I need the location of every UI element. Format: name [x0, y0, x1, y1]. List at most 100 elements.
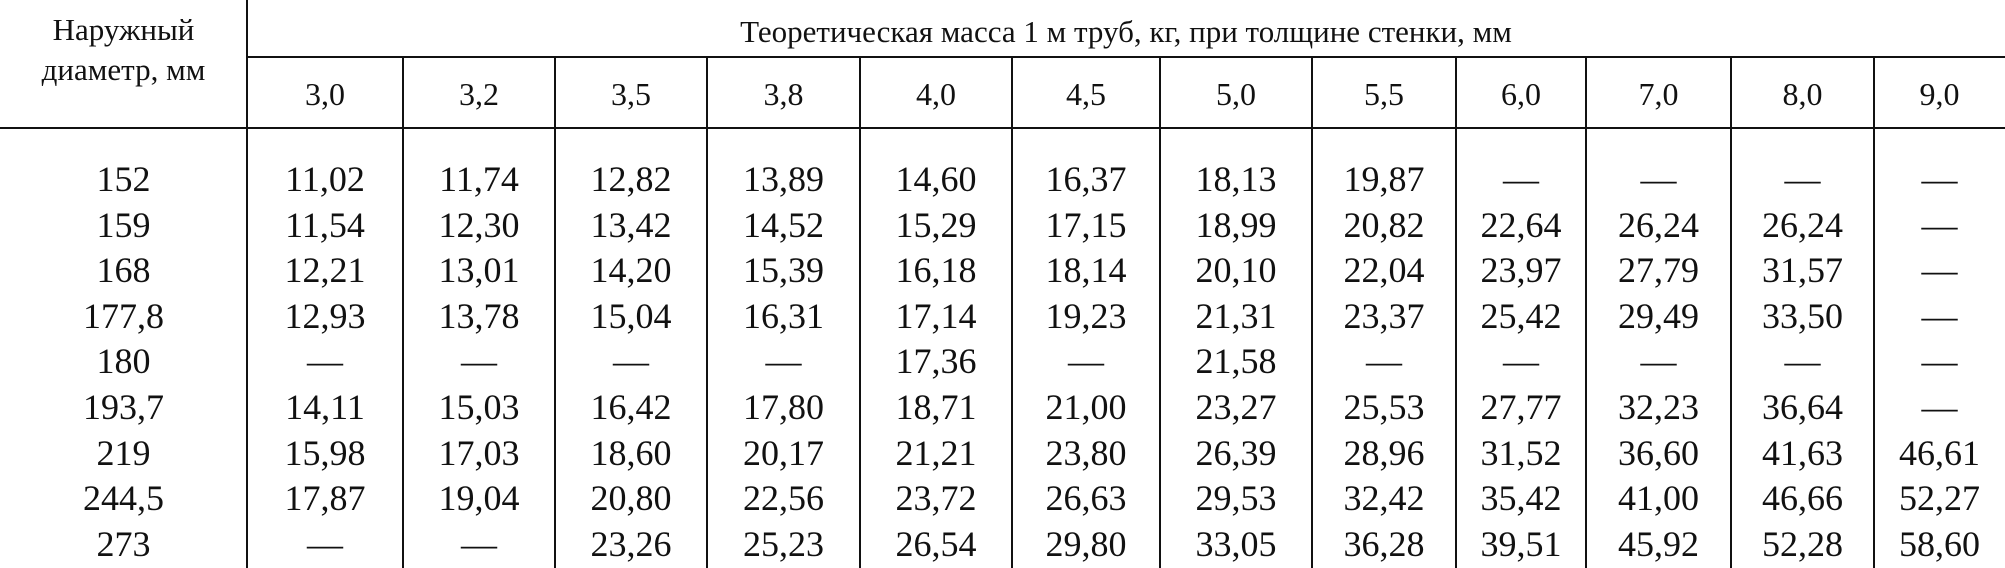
value-cell: 45,92: [1618, 523, 1699, 564]
value-cell: 12,21: [284, 250, 366, 291]
value-cell: 23,80: [1045, 432, 1127, 473]
group-header: Теоретическая масса 1 м труб, кг, при то…: [740, 14, 1512, 49]
value-cell: 36,28: [1343, 523, 1425, 564]
value-cell: 36,60: [1618, 432, 1699, 473]
value-cell: 31,57: [1762, 250, 1843, 291]
rule: [1311, 56, 1313, 568]
value-cell: 32,23: [1618, 387, 1699, 427]
value-cell: 13,78: [438, 295, 520, 336]
value-cell: —: [1921, 295, 1958, 336]
value-cell: 20,80: [590, 478, 672, 519]
value-cell: 16,42: [590, 387, 672, 427]
row-header: 168: [96, 250, 151, 291]
value-cell: —: [1366, 341, 1402, 382]
value-cell: —: [461, 341, 497, 382]
value-cell: 14,60: [895, 159, 977, 199]
rule: [1011, 56, 1013, 568]
value-cell: 22,04: [1343, 250, 1425, 291]
value-cell: 25,53: [1343, 387, 1425, 427]
rule: [1585, 56, 1587, 568]
value-cell: 11,02: [285, 159, 365, 199]
value-cell: 23,72: [895, 478, 977, 519]
value-cell: 16,31: [743, 295, 824, 336]
column-header: 6,0: [1501, 76, 1541, 112]
value-cell: 25,42: [1480, 295, 1562, 336]
value-cell: 18,14: [1045, 250, 1127, 291]
value-cell: 29,49: [1618, 295, 1699, 336]
value-cell: 26,24: [1618, 204, 1699, 245]
rule: [247, 56, 2005, 58]
value-cell: 35,42: [1480, 478, 1562, 519]
value-cell: 15,98: [284, 432, 366, 473]
value-cell: 15,39: [743, 250, 824, 291]
value-cell: 17,14: [895, 295, 977, 336]
value-cell: —: [1640, 159, 1677, 199]
value-cell: 46,61: [1899, 432, 1980, 473]
value-cell: 15,29: [895, 204, 977, 245]
row-header: 193,7: [83, 387, 164, 427]
stub-header: Наружный диаметр, мм: [41, 12, 206, 87]
value-cell: —: [1921, 204, 1958, 245]
value-cell: 22,56: [743, 478, 824, 519]
rule: [1159, 56, 1161, 568]
value-cell: 17,36: [895, 341, 977, 382]
value-cell: 52,27: [1899, 478, 1980, 519]
rule: [1730, 56, 1732, 568]
row-header: 177,8: [83, 295, 164, 336]
value-cell: 23,26: [590, 523, 672, 564]
row-header: 152: [96, 159, 151, 199]
value-cell: 11,74: [439, 159, 519, 199]
column-header: 4,0: [916, 76, 956, 112]
value-cell: 52,28: [1762, 523, 1843, 564]
column-header: 5,0: [1216, 76, 1256, 112]
column-header: 3,2: [459, 76, 499, 112]
value-cell: 14,20: [590, 250, 672, 291]
column-header: 5,5: [1364, 76, 1404, 112]
value-cell: —: [307, 523, 343, 564]
value-cell: 26,54: [895, 523, 977, 564]
value-cell: 31,52: [1480, 432, 1562, 473]
value-cell: 19,04: [438, 478, 520, 519]
value-cell: 23,37: [1343, 295, 1425, 336]
value-cell: 41,63: [1762, 432, 1843, 473]
column-header: 3,8: [763, 76, 804, 112]
value-cell: —: [1784, 159, 1821, 199]
value-cell: 23,27: [1195, 387, 1277, 427]
value-cell: 29,53: [1195, 478, 1277, 519]
rule: [1873, 56, 1875, 568]
value-cell: 21,58: [1195, 341, 1277, 382]
value-cell: —: [1068, 341, 1104, 382]
value-cell: 16,37: [1045, 159, 1127, 199]
value-cell: 13,89: [743, 159, 824, 199]
value-cell: 21,21: [895, 432, 977, 473]
value-cell: 39,51: [1480, 523, 1562, 564]
value-cell: 16,18: [895, 250, 977, 291]
rule: [1455, 56, 1457, 568]
column-header: 7,0: [1638, 76, 1679, 112]
value-cell: 15,04: [590, 295, 672, 336]
value-cell: —: [765, 341, 802, 382]
value-cell: 18,13: [1195, 159, 1277, 199]
value-cell: 46,66: [1762, 478, 1843, 519]
value-cell: 26,24: [1762, 204, 1843, 245]
rule: [706, 56, 708, 568]
value-cell: 18,60: [590, 432, 672, 473]
rule: [402, 56, 404, 568]
rule: [246, 0, 248, 568]
value-cell: —: [307, 341, 343, 382]
column-header: 4,5: [1066, 76, 1106, 112]
value-cell: 13,01: [438, 250, 520, 291]
rule: [554, 56, 556, 568]
value-cell: 14,52: [743, 204, 824, 245]
value-cell: 33,50: [1762, 295, 1843, 336]
value-cell: 26,39: [1195, 432, 1277, 473]
rule: [859, 56, 861, 568]
column-header: 3,0: [305, 76, 345, 112]
value-cell: 27,77: [1480, 387, 1562, 427]
value-cell: —: [1921, 159, 1958, 199]
value-cell: —: [613, 341, 649, 382]
value-cell: —: [1921, 250, 1958, 291]
value-cell: 58,60: [1899, 523, 1980, 564]
value-cell: 36,64: [1762, 387, 1843, 427]
